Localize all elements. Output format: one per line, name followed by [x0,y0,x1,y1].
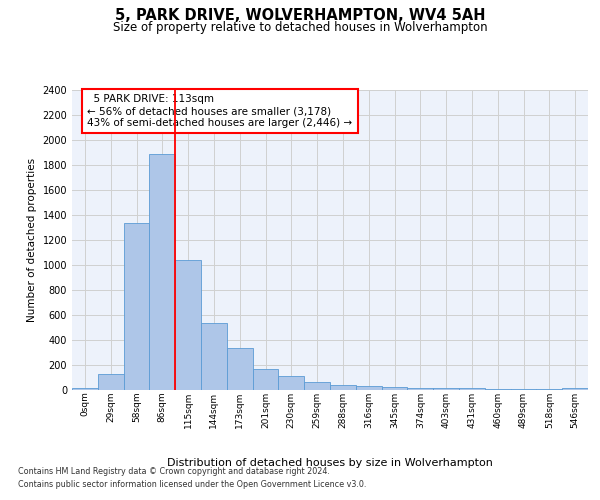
Bar [227,348,253,390]
Text: Contains HM Land Registry data © Crown copyright and database right 2024.: Contains HM Land Registry data © Crown c… [18,467,330,476]
Bar [175,260,201,390]
Bar [278,376,304,390]
Text: Distribution of detached houses by size in Wolverhampton: Distribution of detached houses by size … [167,458,493,468]
Text: 5 PARK DRIVE: 113sqm
← 56% of detached houses are smaller (3,178)
43% of semi-de: 5 PARK DRIVE: 113sqm ← 56% of detached h… [88,94,353,128]
Text: Size of property relative to detached houses in Wolverhampton: Size of property relative to detached ho… [113,21,487,34]
Bar [433,388,459,390]
Bar [382,387,407,390]
Bar [253,370,278,390]
Bar [72,388,98,390]
Bar [124,222,149,390]
Text: Contains public sector information licensed under the Open Government Licence v3: Contains public sector information licen… [18,480,367,489]
Text: 5, PARK DRIVE, WOLVERHAMPTON, WV4 5AH: 5, PARK DRIVE, WOLVERHAMPTON, WV4 5AH [115,8,485,22]
Bar [201,322,227,390]
Y-axis label: Number of detached properties: Number of detached properties [27,158,37,322]
Bar [562,388,588,390]
Bar [330,385,356,390]
Bar [407,388,433,390]
Bar [98,374,124,390]
Bar [304,382,330,390]
Bar [356,386,382,390]
Bar [459,388,485,390]
Bar [149,154,175,390]
